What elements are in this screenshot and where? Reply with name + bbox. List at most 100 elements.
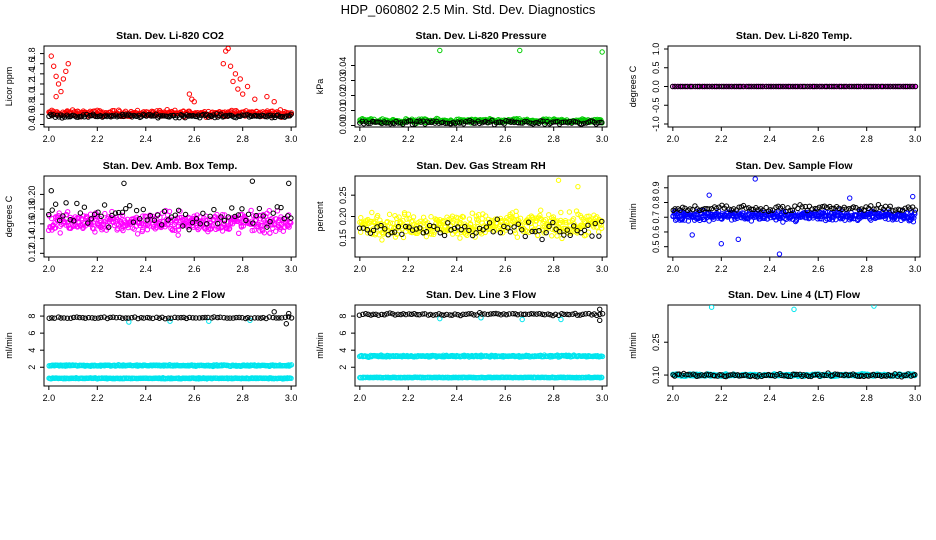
data-point [151, 217, 158, 223]
x-tick-label: 2.0 [354, 393, 367, 403]
data-point [381, 312, 388, 318]
data-point [868, 203, 874, 209]
data-point [446, 216, 452, 222]
y-tick-label: 0.16 [27, 215, 37, 233]
data-point [180, 223, 186, 229]
data-point [437, 47, 443, 54]
data-point [165, 217, 171, 223]
data-point [464, 232, 470, 239]
data-point [65, 114, 71, 120]
data-point [166, 208, 173, 215]
data-point [54, 112, 61, 118]
data-point [210, 222, 216, 228]
x-tick-label: 2.6 [499, 264, 512, 274]
data-point [708, 305, 715, 310]
data-point [190, 315, 196, 321]
y-tick-label: 0.8 [651, 196, 661, 209]
data-point [105, 225, 111, 231]
data-point [711, 373, 718, 379]
data-point [181, 314, 187, 321]
data-point [517, 47, 523, 54]
data-point [395, 223, 402, 230]
data-point [159, 314, 165, 321]
data-point [735, 236, 741, 243]
data-point [276, 315, 282, 321]
data-point [57, 230, 63, 236]
data-point [249, 227, 255, 234]
data-point [669, 83, 676, 90]
data-point [570, 216, 577, 222]
data-point [419, 311, 426, 317]
data-point [107, 314, 113, 321]
data-point [260, 213, 266, 219]
data-point [237, 211, 244, 218]
data-point [56, 210, 62, 216]
data-point [736, 204, 742, 210]
data-point [144, 314, 151, 321]
data-point [428, 214, 434, 220]
data-point [389, 229, 395, 236]
data-point [112, 210, 119, 216]
data-point [370, 311, 376, 318]
data-point [416, 312, 423, 318]
data-point [392, 234, 399, 240]
data-point [364, 227, 370, 233]
data-point [281, 215, 287, 222]
data-point [196, 315, 203, 321]
x-tick-label: 2.0 [43, 264, 56, 274]
data-point [825, 370, 831, 376]
data-point [902, 205, 908, 212]
data-point [466, 311, 472, 317]
data-point [549, 233, 555, 239]
data-point [253, 212, 259, 219]
data-point [214, 314, 221, 321]
data-point [98, 213, 104, 220]
data-point [243, 217, 249, 224]
data-point [162, 316, 168, 322]
y-tick-label: 1.2 [27, 78, 37, 91]
plot-frame [667, 175, 921, 258]
x-tick-label: 2.4 [140, 134, 153, 144]
data-point [505, 118, 512, 124]
data-point [288, 111, 294, 117]
data-point [672, 83, 678, 90]
data-point [718, 241, 725, 247]
data-point [288, 215, 294, 221]
data-point [183, 315, 190, 322]
data-point [522, 233, 528, 240]
data-point [493, 310, 499, 317]
data-point [237, 76, 243, 82]
data-point [574, 227, 580, 234]
data-point [736, 373, 742, 379]
data-point [586, 310, 592, 317]
data-point [398, 311, 404, 318]
data-point [805, 373, 812, 379]
data-point [221, 218, 228, 224]
data-point [463, 311, 469, 317]
data-point [567, 232, 573, 239]
data-point [266, 208, 272, 214]
data-point [804, 83, 811, 90]
data-point [266, 314, 273, 320]
y-tick-label: 8 [27, 314, 37, 319]
y-tick-label: 0.14 [27, 230, 37, 248]
data-point [85, 314, 92, 321]
data-point [740, 83, 747, 90]
chart-title: Stan. Dev. Line 4 (LT) Flow [728, 289, 861, 301]
y-axis-label: ml/min [628, 203, 638, 230]
data-point [895, 83, 901, 90]
data-point [503, 117, 509, 124]
data-point [161, 113, 167, 119]
x-tick-label: 2.6 [812, 134, 825, 144]
data-point [61, 315, 67, 321]
data-point [436, 311, 442, 317]
data-point [98, 314, 104, 321]
x-tick-label: 2.0 [43, 393, 56, 403]
data-point [564, 227, 570, 233]
data-point [544, 227, 550, 233]
data-point [563, 219, 569, 226]
data-point [270, 210, 276, 216]
data-point [382, 226, 388, 232]
data-point [197, 221, 203, 227]
